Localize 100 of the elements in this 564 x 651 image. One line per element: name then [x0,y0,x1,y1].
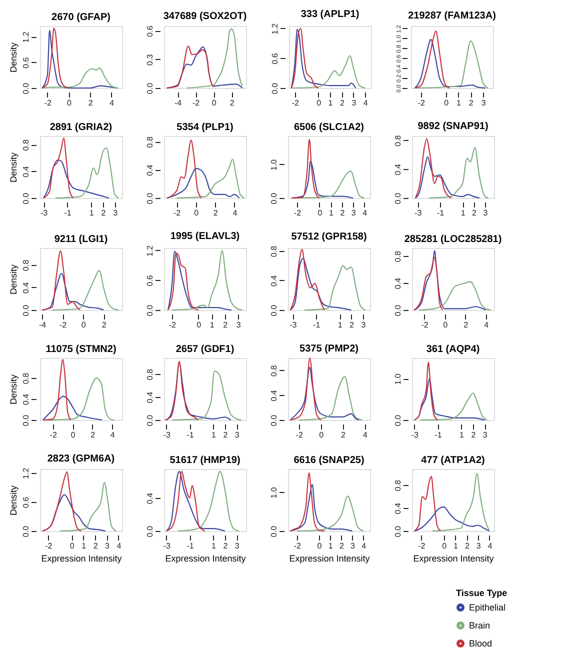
y-tick-label: 0.4 [394,164,402,176]
line-series [414,138,452,199]
line-series [42,471,82,532]
line-series [290,258,352,311]
x-tick-label: -3 [40,208,48,218]
x-tick-label: 1 [211,542,216,550]
x-tick-label: 3 [350,542,356,550]
line-series [296,496,364,532]
line-series [414,256,444,311]
y-tick-label: 0.0 [22,414,30,426]
x-tick-label: -2 [45,542,53,550]
line-series [42,396,103,421]
x-tick-label: 3 [482,430,488,440]
line-series [43,137,74,199]
chart-title: 2823 (GPM6A) [47,453,115,464]
chart-title: 2670 (GFAP) [52,12,110,23]
y-tick-label: 0.6 [146,274,154,286]
x-tick-label: 2 [472,208,478,218]
y-tick-label: 0.4 [146,391,154,404]
x-tick-label: 2 [213,208,218,218]
y-tick-label: 1.0 [394,373,402,385]
x-tick-label: 3 [236,320,242,330]
x-tick-label: 0 [317,542,322,550]
y-tick-label: 0.4 [22,166,30,178]
x-tick-label: -2 [296,430,304,440]
chart-title: 9892 (SNAP91) [418,120,488,132]
x-tick-label: 0 [318,208,323,218]
y-tick-label: 0.0 [394,192,402,204]
x-tick-label: 2 [90,430,96,440]
line-series [414,506,490,532]
y-axis-title: Density [8,42,18,73]
x-tick-label: -2 [50,430,58,440]
y-tick-label: 0.8 [22,372,30,384]
y-axis-title: Density [8,485,18,516]
legend-title: Tissue Type [456,588,508,598]
x-tick-label: 0 [70,430,76,440]
y-tick-label: 1.2 [146,244,154,257]
line-series [432,473,490,532]
line-series [298,376,363,421]
line-series [164,360,199,421]
x-tick-label: -1 [186,430,194,440]
line-series [414,250,486,311]
line-series [166,470,206,532]
x-tick-label: 2 [350,320,355,330]
x-tick-label: -1 [437,208,445,218]
x-tick-label: 2 [339,542,344,550]
x-tick-label: 2 [340,208,346,218]
x-tick-label: 3 [361,320,366,330]
x-tick-label: -4 [174,98,182,108]
line-series [290,138,320,199]
line-series [290,366,360,421]
x-tick-label: 2 [464,542,470,550]
x-tick-label: 1 [460,208,466,218]
y-tick-label: 0.0 [22,192,30,204]
x-axis-title: Expression Intensity [289,554,370,564]
x-tick-label: -1 [64,208,72,218]
x-tick-label: 3 [476,542,482,550]
y-tick-label: 0.0 [146,525,154,538]
x-tick-label: -1 [434,430,442,440]
x-axis-title: Expression Intensity [413,554,494,564]
y-tick-label: 0.4 [146,164,154,176]
line-series [171,250,243,311]
y-tick-label: 0.4 [22,282,30,294]
x-tick-label: 3 [105,542,110,550]
line-series [186,28,243,89]
x-tick-label: -1 [313,320,321,330]
x-tick-label: -2 [294,542,302,550]
y-tick-label: 0.0 [270,82,280,94]
y-tick-label: 0.0 [394,525,402,538]
line-series [414,156,480,199]
y-tick-label: 1.2 [270,22,280,35]
x-tick-label: 0 [67,98,72,108]
y-tick-label: 0.0 [270,304,278,316]
x-tick-label: 4 [488,542,493,550]
chart-title: 361 (AQP4) [426,344,480,355]
y-tick-label: 0.0 [394,304,402,316]
y-tick-label: 0.4 [22,393,30,406]
x-tick-label: -3 [290,320,298,330]
chart-title: 285281 (LOC285281) [404,234,502,245]
y-tick-label: 0.8 [394,134,402,146]
x-tick-label: 0 [81,320,86,330]
chart-title: 333 (APLP1) [300,8,360,20]
x-tick-label: 0 [443,320,448,330]
x-tick-label: 2 [464,320,469,330]
x-tick-label: 2 [102,320,107,330]
y-tick-label: 0.0 [146,414,154,426]
chart-title: 11075 (STMN2) [46,344,116,355]
y-tick-label: 1.0 [270,486,278,498]
x-tick-label: 0 [212,98,217,108]
line-series [59,482,117,532]
x-axis-title: Expression Intensity [41,554,122,564]
y-tick-label: 0.0 [270,192,278,204]
line-series [418,281,492,311]
line-series [178,470,240,532]
chart-title: 477 (ATP1A2) [421,455,485,466]
chart-title: 57512 (GPR158) [291,231,367,242]
x-tick-label: 3 [113,208,118,218]
line-series [296,170,365,199]
line-series [167,250,232,311]
line-series [290,160,354,199]
